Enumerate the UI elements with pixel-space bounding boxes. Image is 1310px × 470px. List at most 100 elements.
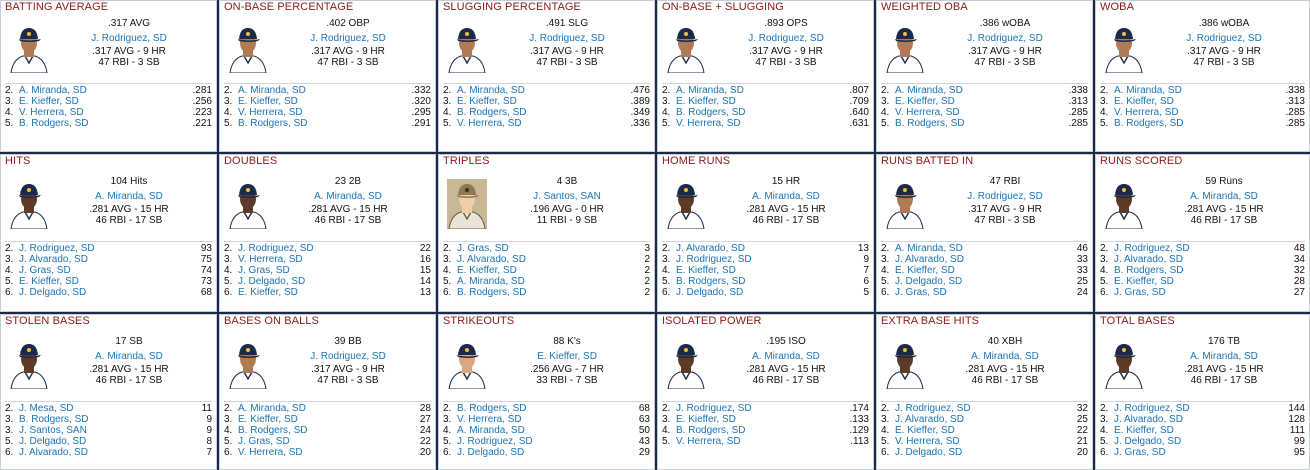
player-name-link[interactable]: A. Miranda, SD bbox=[238, 403, 306, 414]
player-name-link[interactable]: A. Miranda, SD bbox=[457, 275, 525, 287]
player-name-link[interactable]: J. Gras, SD bbox=[19, 264, 71, 276]
leader-name-link[interactable]: A. Miranda, SD bbox=[1190, 351, 1258, 362]
leader-name-link[interactable]: J. Rodriguez, SD bbox=[310, 33, 386, 44]
player-name-link[interactable]: B. Rodgers, SD bbox=[238, 117, 308, 129]
player-name-link[interactable]: E. Kieffer, SD bbox=[19, 275, 79, 287]
player-name-link[interactable]: J. Delgado, SD bbox=[238, 275, 306, 287]
player-name-link[interactable]: B. Rodgers, SD bbox=[1114, 117, 1184, 129]
player-name-link[interactable]: J. Gras, SD bbox=[895, 286, 947, 298]
player-photo[interactable] bbox=[447, 339, 487, 389]
player-name-link[interactable]: E. Kieffer, SD bbox=[238, 286, 298, 298]
player-photo[interactable] bbox=[447, 179, 487, 229]
player-name-link[interactable]: E. Kieffer, SD bbox=[457, 264, 517, 276]
leader-name-link[interactable]: J. Rodriguez, SD bbox=[1186, 33, 1262, 44]
player-name-link[interactable]: J. Rodriguez, SD bbox=[676, 253, 752, 265]
player-name-link[interactable]: B. Rodgers, SD bbox=[676, 424, 746, 436]
player-name-link[interactable]: J. Gras, SD bbox=[238, 264, 290, 276]
leader-name-link[interactable]: A. Miranda, SD bbox=[95, 351, 163, 362]
player-name-link[interactable]: J. Santos, SAN bbox=[19, 424, 87, 436]
player-name-link[interactable]: A. Miranda, SD bbox=[676, 85, 744, 96]
player-name-link[interactable]: J. Rodriguez, SD bbox=[676, 403, 752, 414]
leader-name-link[interactable]: A. Miranda, SD bbox=[752, 191, 820, 202]
player-photo[interactable] bbox=[666, 339, 706, 389]
leader-name-link[interactable]: A. Miranda, SD bbox=[314, 191, 382, 202]
player-name-link[interactable]: V. Herrera, SD bbox=[238, 446, 303, 458]
player-photo[interactable] bbox=[885, 179, 925, 229]
player-photo[interactable] bbox=[9, 179, 49, 229]
player-name-link[interactable]: E. Kieffer, SD bbox=[1114, 95, 1174, 107]
player-photo[interactable] bbox=[1104, 23, 1144, 73]
player-name-link[interactable]: A. Miranda, SD bbox=[238, 85, 306, 96]
player-name-link[interactable]: J. Alvarado, SD bbox=[676, 243, 745, 254]
player-name-link[interactable]: E. Kieffer, SD bbox=[238, 413, 298, 425]
player-name-link[interactable]: E. Kieffer, SD bbox=[19, 95, 79, 107]
player-name-link[interactable]: V. Herrera, SD bbox=[238, 253, 303, 265]
player-name-link[interactable]: E. Kieffer, SD bbox=[676, 95, 736, 107]
player-name-link[interactable]: E. Kieffer, SD bbox=[895, 264, 955, 276]
player-name-link[interactable]: J. Delgado, SD bbox=[895, 275, 963, 287]
player-name-link[interactable]: B. Rodgers, SD bbox=[238, 424, 308, 436]
player-name-link[interactable]: J. Gras, SD bbox=[238, 435, 290, 447]
player-name-link[interactable]: B. Rodgers, SD bbox=[457, 106, 527, 118]
player-name-link[interactable]: J. Rodriguez, SD bbox=[895, 403, 971, 414]
player-name-link[interactable]: E. Kieffer, SD bbox=[1114, 424, 1174, 436]
leader-name-link[interactable]: A. Miranda, SD bbox=[1190, 191, 1258, 202]
player-photo[interactable] bbox=[447, 23, 487, 73]
player-photo[interactable] bbox=[228, 179, 268, 229]
player-name-link[interactable]: J. Delgado, SD bbox=[19, 435, 87, 447]
player-photo[interactable] bbox=[666, 23, 706, 73]
player-name-link[interactable]: J. Delgado, SD bbox=[19, 286, 87, 298]
player-photo[interactable] bbox=[1104, 339, 1144, 389]
player-name-link[interactable]: B. Rodgers, SD bbox=[457, 403, 527, 414]
player-name-link[interactable]: V. Herrera, SD bbox=[457, 117, 522, 129]
player-name-link[interactable]: J. Mesa, SD bbox=[19, 403, 74, 414]
player-name-link[interactable]: J. Delgado, SD bbox=[1114, 435, 1182, 447]
leader-name-link[interactable]: A. Miranda, SD bbox=[95, 191, 163, 202]
leader-name-link[interactable]: J. Santos, SAN bbox=[533, 191, 601, 202]
leader-name-link[interactable]: J. Rodriguez, SD bbox=[967, 191, 1043, 202]
player-name-link[interactable]: E. Kieffer, SD bbox=[895, 95, 955, 107]
player-photo[interactable] bbox=[9, 23, 49, 73]
player-name-link[interactable]: B. Rodgers, SD bbox=[1114, 264, 1184, 276]
player-name-link[interactable]: V. Herrera, SD bbox=[895, 435, 960, 447]
player-name-link[interactable]: J. Gras, SD bbox=[1114, 446, 1166, 458]
player-name-link[interactable]: J. Alvarado, SD bbox=[19, 446, 88, 458]
player-name-link[interactable]: J. Alvarado, SD bbox=[895, 413, 964, 425]
player-name-link[interactable]: J. Alvarado, SD bbox=[19, 253, 88, 265]
player-name-link[interactable]: J. Alvarado, SD bbox=[457, 253, 526, 265]
leader-name-link[interactable]: E. Kieffer, SD bbox=[537, 351, 597, 362]
player-name-link[interactable]: E. Kieffer, SD bbox=[457, 95, 517, 107]
player-name-link[interactable]: A. Miranda, SD bbox=[19, 85, 87, 96]
leader-name-link[interactable]: J. Rodriguez, SD bbox=[91, 33, 167, 44]
player-name-link[interactable]: J. Alvarado, SD bbox=[1114, 253, 1183, 265]
player-name-link[interactable]: E. Kieffer, SD bbox=[895, 424, 955, 436]
player-name-link[interactable]: J. Rodriguez, SD bbox=[1114, 243, 1190, 254]
player-name-link[interactable]: J. Delgado, SD bbox=[676, 286, 744, 298]
player-name-link[interactable]: J. Rodriguez, SD bbox=[1114, 403, 1190, 414]
player-name-link[interactable]: B. Rodgers, SD bbox=[457, 286, 527, 298]
player-photo[interactable] bbox=[885, 23, 925, 73]
player-name-link[interactable]: E. Kieffer, SD bbox=[676, 264, 736, 276]
player-name-link[interactable]: J. Alvarado, SD bbox=[1114, 413, 1183, 425]
player-photo[interactable] bbox=[228, 339, 268, 389]
player-name-link[interactable]: A. Miranda, SD bbox=[895, 243, 963, 254]
player-name-link[interactable]: E. Kieffer, SD bbox=[1114, 275, 1174, 287]
player-name-link[interactable]: J. Delgado, SD bbox=[895, 446, 963, 458]
player-name-link[interactable]: B. Rodgers, SD bbox=[19, 117, 89, 129]
player-name-link[interactable]: E. Kieffer, SD bbox=[676, 413, 736, 425]
player-name-link[interactable]: B. Rodgers, SD bbox=[676, 106, 746, 118]
player-photo[interactable] bbox=[1104, 179, 1144, 229]
leader-name-link[interactable]: J. Rodriguez, SD bbox=[310, 351, 386, 362]
player-photo[interactable] bbox=[885, 339, 925, 389]
player-name-link[interactable]: B. Rodgers, SD bbox=[676, 275, 746, 287]
player-name-link[interactable]: V. Herrera, SD bbox=[676, 117, 741, 129]
player-name-link[interactable]: B. Rodgers, SD bbox=[895, 117, 965, 129]
player-name-link[interactable]: J. Gras, SD bbox=[457, 243, 509, 254]
player-name-link[interactable]: J. Rodriguez, SD bbox=[238, 243, 314, 254]
player-name-link[interactable]: V. Herrera, SD bbox=[676, 435, 741, 447]
player-photo[interactable] bbox=[666, 179, 706, 229]
player-name-link[interactable]: V. Herrera, SD bbox=[238, 106, 303, 118]
player-photo[interactable] bbox=[9, 339, 49, 389]
player-photo[interactable] bbox=[228, 23, 268, 73]
player-name-link[interactable]: J. Rodriguez, SD bbox=[19, 243, 95, 254]
